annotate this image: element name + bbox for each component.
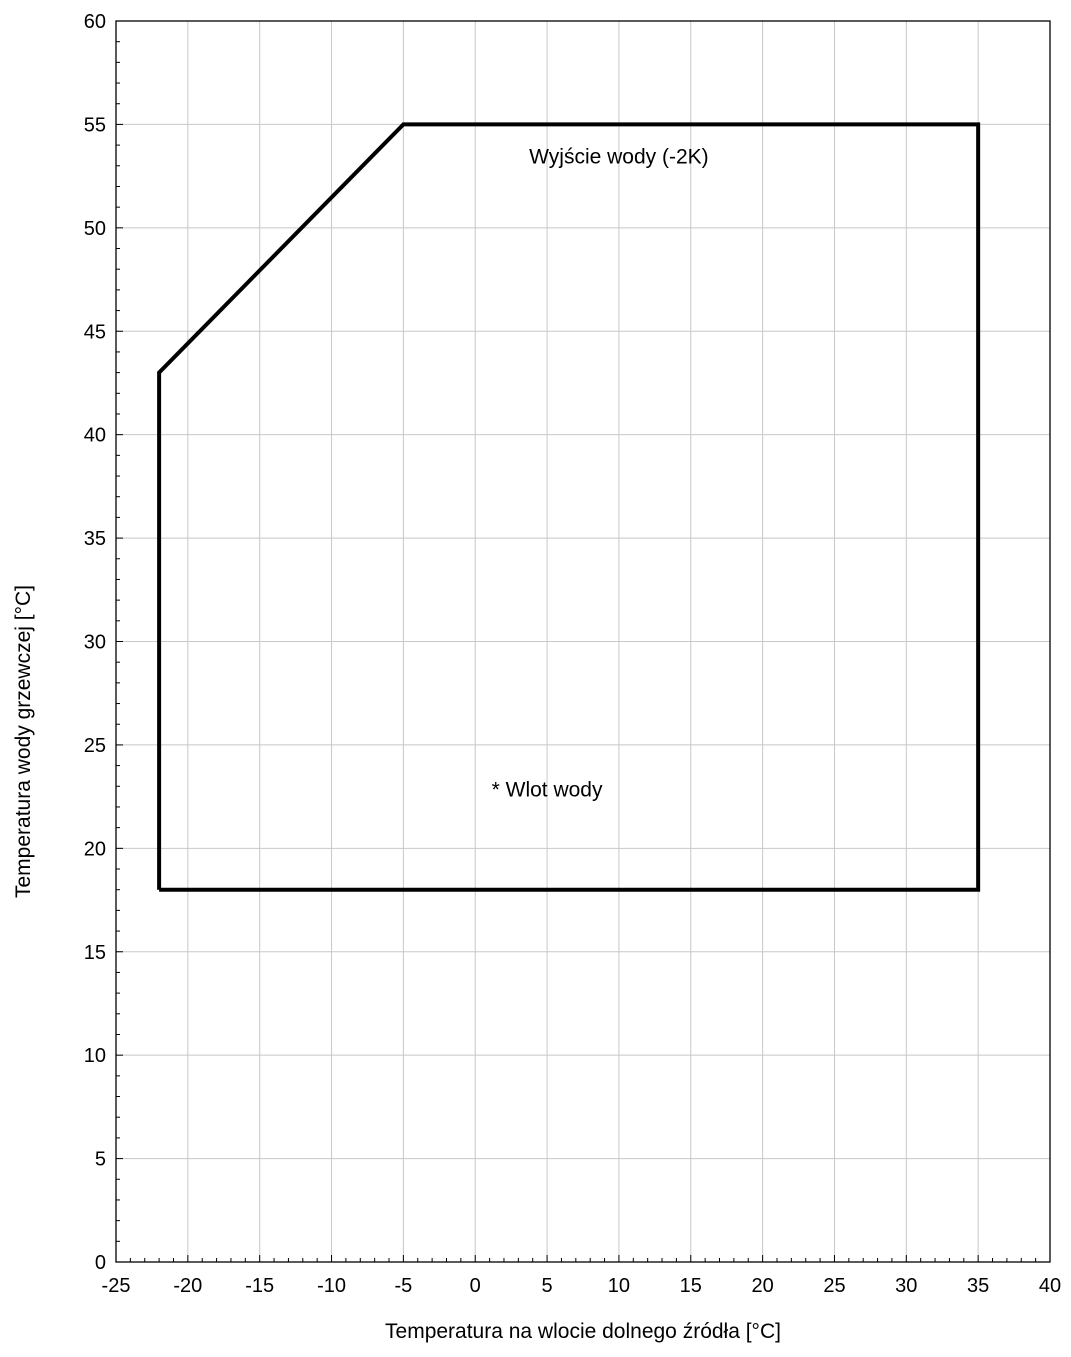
x-tick-label: -5: [394, 1275, 412, 1297]
chart-annotation: * Wlot wody: [492, 779, 603, 802]
x-tick-label: 10: [608, 1275, 630, 1297]
y-tick-label: 40: [84, 425, 106, 447]
chart-annotation: Wyjście wody (-2K): [529, 146, 709, 169]
y-tick-label: 5: [95, 1149, 106, 1171]
y-tick-label: 20: [84, 838, 106, 860]
y-tick-label: 45: [84, 321, 106, 343]
x-tick-label: 5: [542, 1275, 553, 1297]
minor-ticks: [115, 20, 1051, 1263]
x-tick-label: 20: [751, 1275, 773, 1297]
x-tick-label: -10: [317, 1275, 346, 1297]
y-tick-label: 25: [84, 735, 106, 757]
y-axis-tick-labels: 0 5 10 15 20 25 30 35 40 45 50 55 60: [84, 11, 106, 1274]
x-tick-label: 25: [823, 1275, 845, 1297]
y-tick-label: 10: [84, 1045, 106, 1067]
y-tick-label: 15: [84, 942, 106, 964]
plot-area-frame: [115, 20, 1051, 1263]
x-tick-label: 0: [470, 1275, 481, 1297]
y-axis-label: Temperatura wody grzewczej [°C]: [12, 585, 35, 898]
y-tick-label: 60: [84, 11, 106, 33]
operating-envelope-line: [157, 122, 981, 892]
x-tick-label: 30: [895, 1275, 917, 1297]
x-tick-label: 15: [680, 1275, 702, 1297]
y-tick-label: 35: [84, 528, 106, 550]
series-layer: [157, 122, 981, 892]
x-tick-label: 35: [967, 1275, 989, 1297]
x-tick-label: -25: [102, 1275, 131, 1297]
grid: [115, 20, 1051, 1263]
y-tick-label: 55: [84, 114, 106, 136]
annotations: Wyjście wody (-2K) * Wlot wody: [492, 146, 709, 802]
x-axis-tick-labels: -25 -20 -15 -10 -5 0 5 10 15 20 25 30 35 40: [102, 1275, 1062, 1297]
x-tick-label: -15: [245, 1275, 274, 1297]
y-tick-label: 50: [84, 218, 106, 240]
y-tick-label: 30: [84, 632, 106, 654]
x-axis-label: Temperatura na wlocie dolnego źródła [°C…: [385, 1320, 781, 1343]
y-tick-label: 0: [95, 1252, 106, 1274]
x-tick-label: -20: [173, 1275, 202, 1297]
x-tick-label: 40: [1039, 1275, 1061, 1297]
